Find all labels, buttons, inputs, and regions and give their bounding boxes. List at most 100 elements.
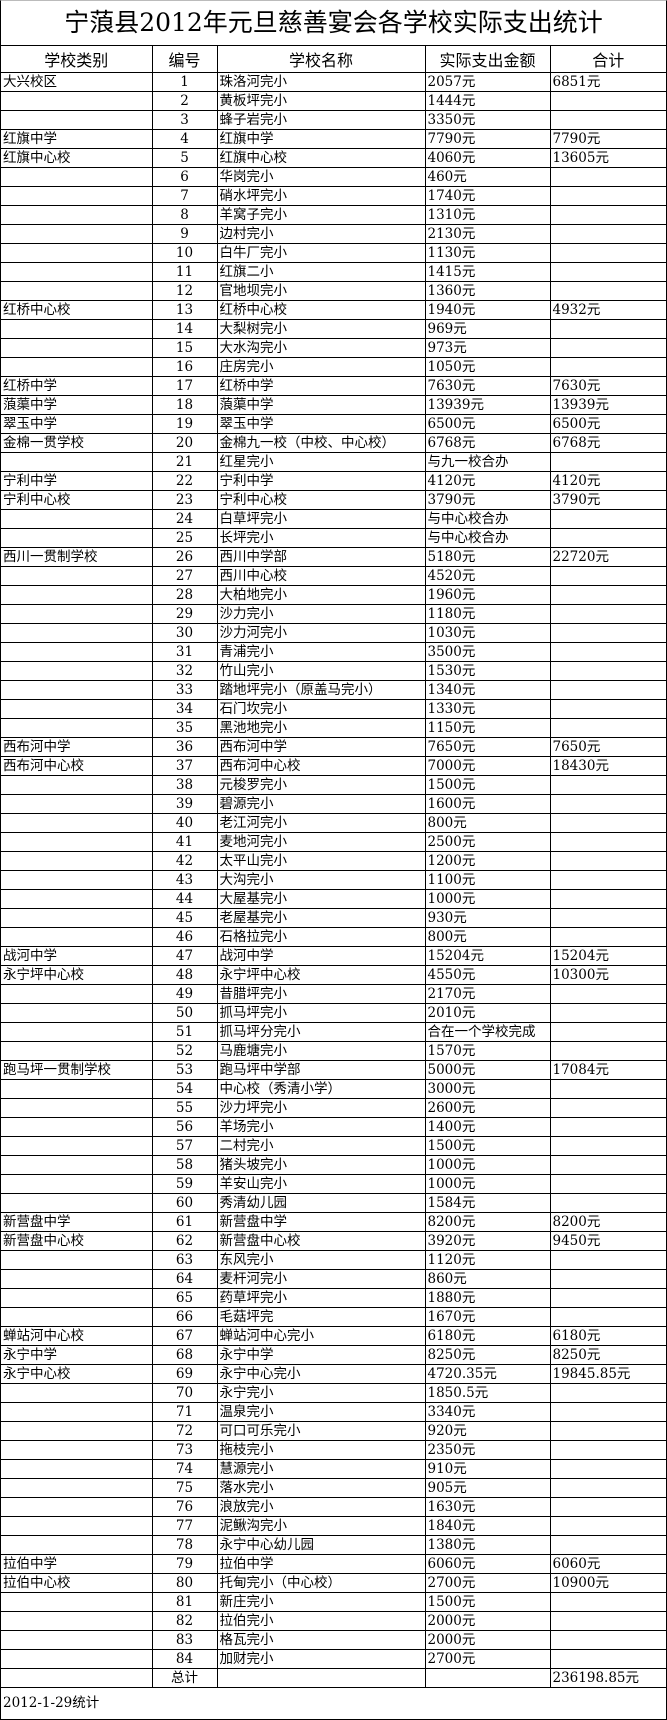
cell-category: [1, 528, 153, 548]
cell-category: [1, 585, 153, 605]
cell-category: [1, 1193, 153, 1213]
cell-category: [1, 262, 153, 282]
cell-number: 15: [151, 338, 218, 358]
cell-number: 73: [151, 1440, 218, 1460]
cell-school-name: 大屋基完小: [216, 889, 426, 909]
cell-category: [1, 1041, 153, 1061]
cell-total: [549, 1117, 666, 1137]
cell-total: [549, 319, 666, 339]
cell-amount: 1670元: [424, 1307, 551, 1327]
cell-amount: 1584元: [424, 1193, 551, 1213]
cell-amount: 7650元: [424, 737, 551, 757]
cell-category: 跑马坪一贯制学校: [1, 1060, 153, 1080]
table-row: 24 白草坪完小 与中心校合办: [1, 509, 666, 529]
cell-amount: 2350元: [424, 1440, 551, 1460]
cell-school-name: 拖枝完小: [216, 1440, 426, 1460]
cell-number: 12: [151, 281, 218, 301]
cell-total: [549, 1041, 666, 1061]
cell-number: 57: [151, 1136, 218, 1156]
cell-number: 37: [151, 756, 218, 776]
cell-number: 3: [151, 110, 218, 130]
cell-school-name: 新营盘中心校: [216, 1231, 426, 1251]
cell-number: 8: [151, 205, 218, 225]
cell-amount: 与九一校合办: [424, 452, 551, 472]
cell-total: [549, 1136, 666, 1156]
cell-total: 6180元: [549, 1326, 666, 1346]
cell-school-name: 硝水坪完小: [216, 186, 426, 206]
cell-total: [549, 889, 666, 909]
cell-amount: 1330元: [424, 699, 551, 719]
cell-amount: 1030元: [424, 623, 551, 643]
cell-school-name: 东风完小: [216, 1250, 426, 1270]
cell-amount: 6180元: [424, 1326, 551, 1346]
cell-number: 69: [151, 1364, 218, 1384]
table-row: 35 黑池地完小 1150元: [1, 718, 666, 738]
cell-total: [549, 1421, 666, 1441]
cell-school-name: 加财完小: [216, 1649, 426, 1669]
cell-category: 红旗中学: [1, 129, 153, 149]
cell-school-name: 格瓦完小: [216, 1630, 426, 1650]
cell-total: [549, 851, 666, 871]
table-row: 新营盘中心校 62 新营盘中心校 3920元 9450元: [1, 1231, 666, 1251]
header-row: 学校类别 编号 学校名称 实际支出金额 合计: [1, 46, 666, 73]
cell-number: 22: [151, 471, 218, 491]
cell-number: 84: [151, 1649, 218, 1669]
cell-amount: 1740元: [424, 186, 551, 206]
cell-school-name: 二村完小: [216, 1136, 426, 1156]
cell-amount: 2500元: [424, 832, 551, 852]
cell-category: 新营盘中心校: [1, 1231, 153, 1251]
table-row: 战河中学 47 战河中学 15204元 15204元: [1, 946, 666, 966]
table-row: 64 麦杆河完小 860元: [1, 1269, 666, 1289]
cell-number: 45: [151, 908, 218, 928]
header-category: 学校类别: [1, 46, 153, 73]
cell-school-name: 黄板坪完小: [216, 91, 426, 111]
cell-school-name: 西布河中心校: [216, 756, 426, 776]
cell-total: [549, 1630, 666, 1650]
cell-category: [1, 623, 153, 643]
cell-category: 蒗蕖中学: [1, 395, 153, 415]
cell-number: 49: [151, 984, 218, 1004]
cell-amount: 4720.35元: [424, 1364, 551, 1384]
cell-category: [1, 452, 153, 472]
cell-amount: 2057元: [424, 72, 551, 92]
cell-school-name: 猪头坡完小: [216, 1155, 426, 1175]
cell-category: 宁利中学: [1, 471, 153, 491]
cell-number: 26: [151, 547, 218, 567]
cell-amount: 7630元: [424, 376, 551, 396]
table-row: 56 羊场完小 1400元: [1, 1117, 666, 1137]
cell-number: 61: [151, 1212, 218, 1232]
cell-total: [549, 262, 666, 282]
table-row: 10 白牛厂完小 1130元: [1, 243, 666, 263]
cell-total: [549, 680, 666, 700]
cell-number: 44: [151, 889, 218, 909]
cell-school-name: 泥鳅沟完小: [216, 1516, 426, 1536]
cell-number: 46: [151, 927, 218, 947]
table-row: 76 浪放完小 1630元: [1, 1497, 666, 1517]
cell-amount: 3790元: [424, 490, 551, 510]
cell-school-name: 新庄完小: [216, 1592, 426, 1612]
total-empty-cell: [216, 1668, 426, 1688]
cell-school-name: 羊场完小: [216, 1117, 426, 1137]
cell-category: [1, 1269, 153, 1289]
cell-total: 18430元: [549, 756, 666, 776]
table-row: 21 红星完小 与九一校合办: [1, 452, 666, 472]
cell-amount: 1940元: [424, 300, 551, 320]
cell-school-name: 永宁中心完小: [216, 1364, 426, 1384]
cell-total: [549, 794, 666, 814]
cell-number: 4: [151, 129, 218, 149]
total-empty-cell: [424, 1668, 551, 1688]
table-row: 新营盘中学 61 新营盘中学 8200元 8200元: [1, 1212, 666, 1232]
cell-category: [1, 870, 153, 890]
cell-total: [549, 1592, 666, 1612]
cell-number: 42: [151, 851, 218, 871]
cell-amount: 7790元: [424, 129, 551, 149]
cell-amount: 2700元: [424, 1649, 551, 1669]
table-row: 14 大梨树完小 969元: [1, 319, 666, 339]
cell-total: [549, 1383, 666, 1403]
cell-amount: 1960元: [424, 585, 551, 605]
cell-total: [549, 775, 666, 795]
table-row: 49 昔腊坪完小 2170元: [1, 984, 666, 1004]
cell-school-name: 慧源完小: [216, 1459, 426, 1479]
cell-amount: 4120元: [424, 471, 551, 491]
table-row: 73 拖枝完小 2350元: [1, 1440, 666, 1460]
